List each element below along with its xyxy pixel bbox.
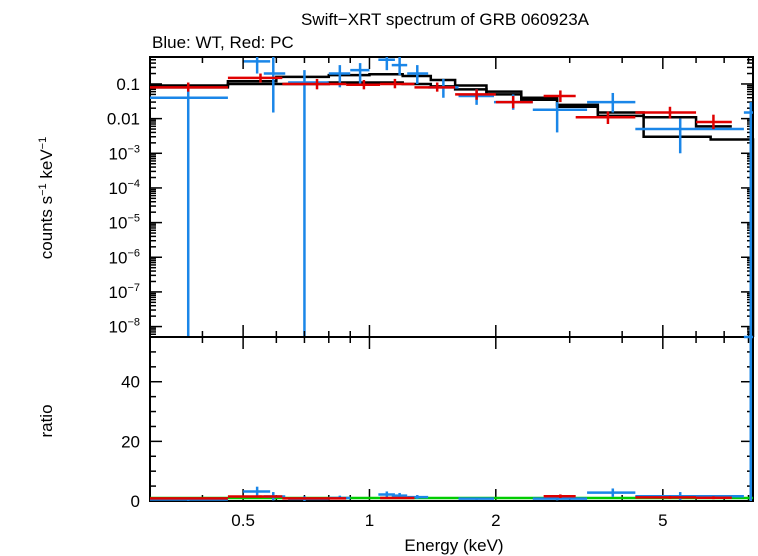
data-point xyxy=(532,102,588,133)
data-point xyxy=(243,486,271,497)
y-tick-label: 40 xyxy=(121,373,140,392)
data-point xyxy=(587,92,636,113)
data-point xyxy=(263,57,286,113)
data-point xyxy=(288,70,329,337)
data-point xyxy=(635,118,744,154)
data-point xyxy=(346,80,381,90)
top-ylabel: counts s−1 keV−1 xyxy=(37,137,56,259)
data-point xyxy=(150,497,228,500)
data-point xyxy=(378,57,395,71)
data-point xyxy=(587,488,636,497)
bottom-panel-frame xyxy=(149,336,754,502)
y-tick-label: 10−4 xyxy=(109,178,140,198)
data-point xyxy=(696,114,732,130)
data-point xyxy=(282,78,347,90)
data-point xyxy=(350,63,370,84)
data-point xyxy=(150,82,228,92)
x-tick-label: 2 xyxy=(491,511,500,530)
y-tick-label: 20 xyxy=(121,432,140,451)
y-tick-label: 10−6 xyxy=(109,247,140,267)
data-point xyxy=(495,95,533,109)
data-point xyxy=(391,57,408,76)
y-tick-label: 10−7 xyxy=(109,282,140,302)
chart-title: Swift−XRT spectrum of GRB 060923A xyxy=(301,10,590,29)
data-point xyxy=(243,57,271,74)
data-point xyxy=(380,496,415,500)
x-axis-label: Energy (keV) xyxy=(404,536,503,555)
data-point xyxy=(635,106,697,119)
y-tick-label: 0.01 xyxy=(107,110,140,129)
y-tick-label: 0 xyxy=(131,492,140,511)
data-point xyxy=(150,83,228,337)
data-point xyxy=(282,497,347,500)
data-point xyxy=(575,111,636,124)
data-point xyxy=(743,335,753,501)
y-tick-label: 10−5 xyxy=(109,213,140,233)
y-tick-label: 0.1 xyxy=(116,75,140,94)
top-panel-frame xyxy=(149,56,754,338)
data-point xyxy=(455,89,496,100)
data-point xyxy=(227,73,283,83)
top-panel: 0.1 0.01 10−3 10−4 10−5 10−6 10−7 10−8 xyxy=(107,56,755,338)
x-tick-label: 1 xyxy=(365,511,374,530)
data-point xyxy=(227,495,283,498)
data-point xyxy=(380,78,415,89)
x-tick-label: 5 xyxy=(658,511,667,530)
bottom-panel: 0.5 1 2 5 0 20 40 xyxy=(121,57,754,530)
data-point xyxy=(414,82,456,92)
data-point xyxy=(696,496,732,500)
data-point xyxy=(543,90,576,103)
bottom-ylabel: ratio xyxy=(37,404,56,437)
x-tick-label: 0.5 xyxy=(231,511,255,530)
data-point xyxy=(407,65,429,84)
data-point xyxy=(635,495,697,499)
data-point xyxy=(743,102,753,337)
y-tick-label: 10−8 xyxy=(109,317,140,337)
data-point xyxy=(543,494,576,499)
chart-subtitle: Blue: WT, Red: PC xyxy=(152,33,294,52)
y-tick-label: 10−3 xyxy=(109,143,140,163)
data-point xyxy=(458,497,494,500)
